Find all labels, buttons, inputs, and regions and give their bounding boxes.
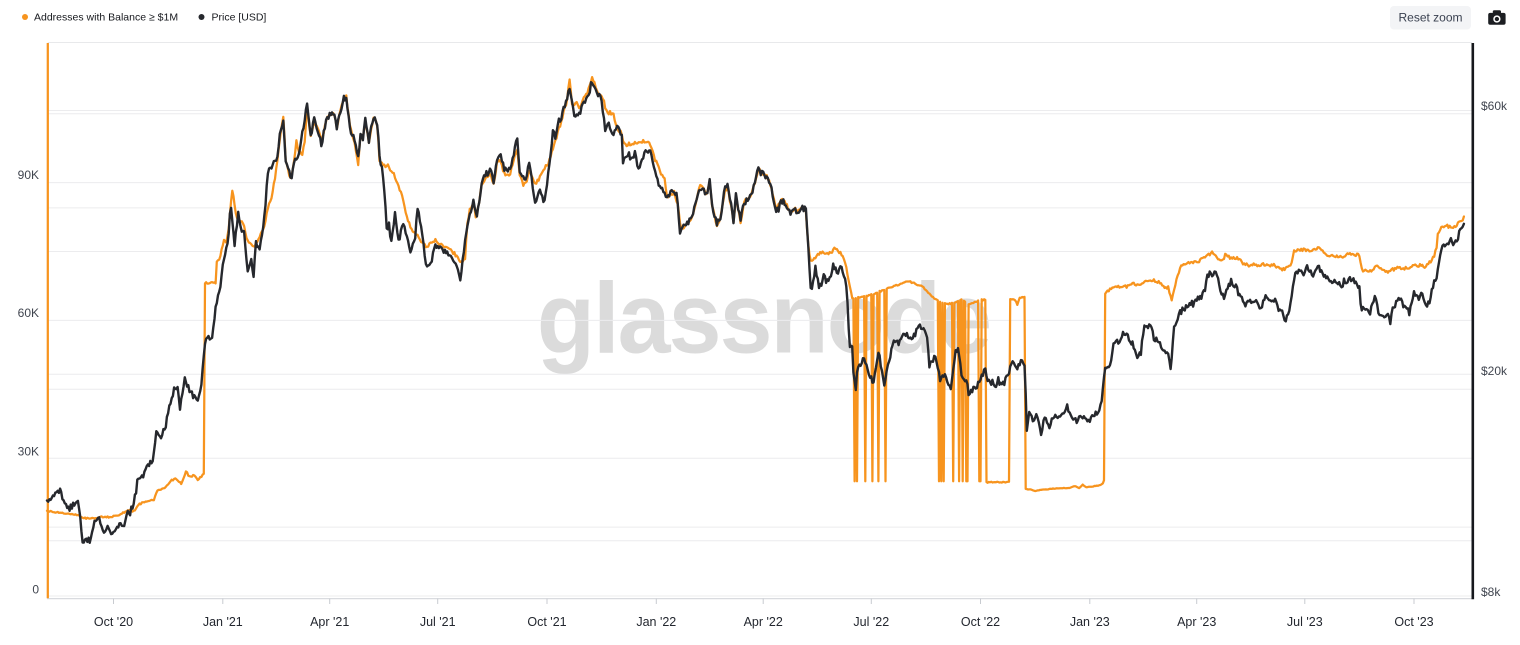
- svg-text:Jul '23: Jul '23: [1287, 615, 1323, 629]
- svg-text:Price [USD]: Price [USD]: [212, 12, 267, 24]
- svg-text:90K: 90K: [18, 168, 39, 182]
- svg-text:Jan '23: Jan '23: [1070, 615, 1110, 629]
- svg-text:0: 0: [32, 583, 39, 597]
- svg-text:Oct '21: Oct '21: [527, 615, 566, 629]
- svg-text:Jan '21: Jan '21: [203, 615, 243, 629]
- svg-text:$60k: $60k: [1481, 99, 1508, 113]
- svg-text:Oct '23: Oct '23: [1394, 615, 1433, 629]
- svg-text:Addresses with Balance ≥ $1M: Addresses with Balance ≥ $1M: [34, 12, 178, 24]
- svg-text:Oct '20: Oct '20: [94, 615, 133, 629]
- svg-text:Jul '21: Jul '21: [420, 615, 456, 629]
- svg-text:30K: 30K: [18, 444, 39, 458]
- svg-text:glassnode: glassnode: [537, 262, 990, 374]
- svg-text:60K: 60K: [18, 306, 39, 320]
- svg-text:$8k: $8k: [1481, 585, 1501, 599]
- svg-text:Oct '22: Oct '22: [961, 615, 1000, 629]
- svg-text:Jan '22: Jan '22: [636, 615, 676, 629]
- svg-text:Apr '22: Apr '22: [744, 615, 783, 629]
- svg-text:Jul '22: Jul '22: [853, 615, 889, 629]
- svg-text:Apr '23: Apr '23: [1177, 615, 1216, 629]
- svg-text:Apr '21: Apr '21: [310, 615, 349, 629]
- svg-text:$20k: $20k: [1481, 364, 1508, 378]
- svg-text:Reset zoom: Reset zoom: [1398, 11, 1462, 25]
